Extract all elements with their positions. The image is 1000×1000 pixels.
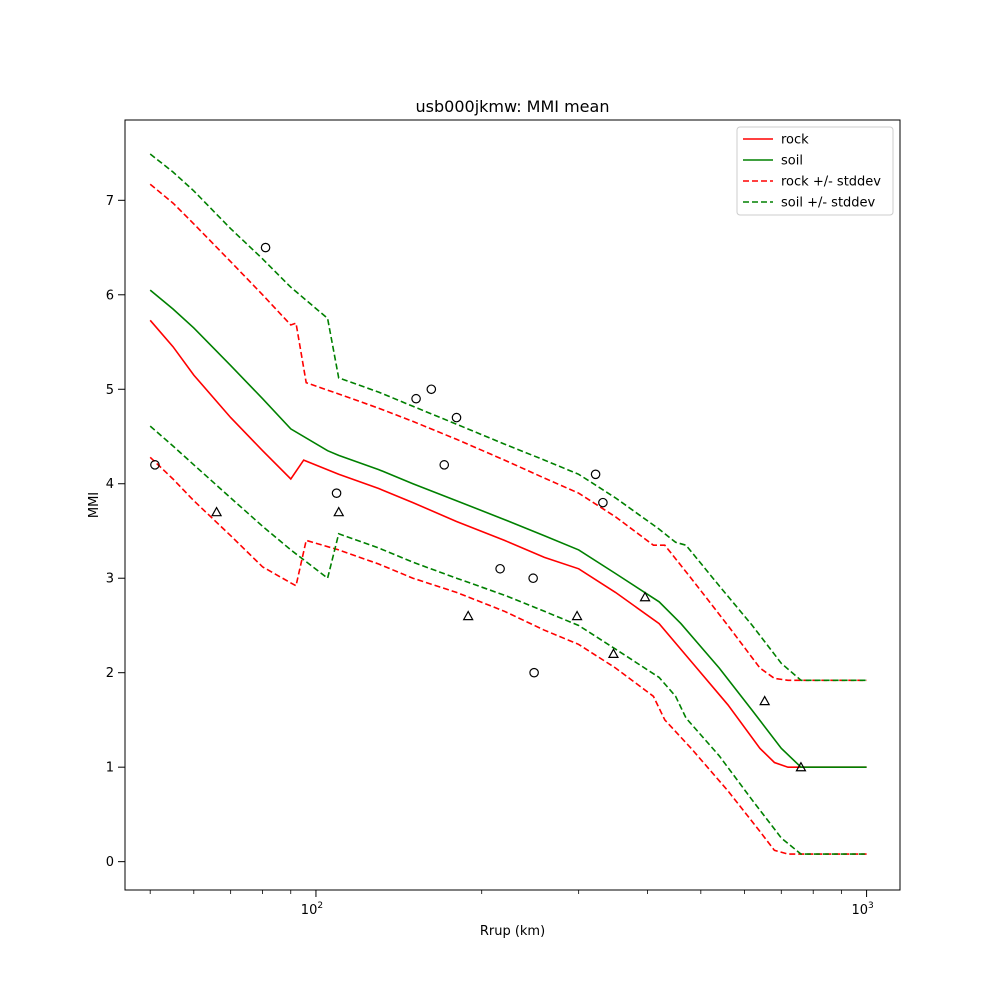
observation-triangle-7: [795, 761, 807, 772]
observation-triangle-1: [333, 506, 345, 517]
series-line-1: [149, 289, 867, 768]
legend-label-1: soil: [781, 154, 803, 169]
observation-circle-8: [528, 573, 538, 584]
x-axis-ticks: 102 103: [149, 890, 874, 918]
observation-circle-5: [451, 412, 462, 423]
y-tick-label-5: 5: [106, 383, 114, 398]
observation-circle-4: [426, 384, 437, 395]
observation-circle-3: [411, 393, 421, 404]
y-tick-label-1: 1: [106, 761, 114, 776]
chart-title: usb000jkmw: MMI mean: [416, 97, 610, 116]
y-axis-label: MMI: [87, 492, 102, 518]
series-line-3: [149, 456, 867, 855]
observation-circle-11: [598, 497, 608, 508]
plot-frame: [124, 119, 901, 891]
legend: rock soil rock +/- stddev soil +/- stddev: [736, 126, 894, 216]
y-tick-label-0: 0: [106, 855, 114, 870]
legend-box: [736, 126, 894, 216]
observation-circle-6: [439, 460, 450, 470]
y-tick-label-2: 2: [106, 666, 114, 681]
x-axis-label: Rrup (km): [480, 924, 545, 939]
series-layer: [149, 153, 867, 855]
observation-circle-9: [529, 667, 539, 678]
legend-label-3: soil +/- stddev: [781, 196, 876, 211]
observation-circle-7: [495, 563, 505, 574]
x-tick-label-0: 102: [301, 901, 323, 918]
observation-circle-10: [590, 469, 601, 480]
series-line-0: [149, 319, 867, 768]
observation-triangle-3: [571, 610, 583, 621]
observation-triangle-2: [462, 610, 474, 621]
y-tick-label-4: 4: [106, 477, 114, 492]
observation-triangle-6: [759, 695, 771, 706]
series-line-5: [149, 425, 867, 855]
observation-circle-2: [331, 488, 342, 498]
y-tick-label-7: 7: [106, 194, 114, 209]
y-tick-label-3: 3: [106, 572, 114, 587]
markers-layer: [150, 242, 807, 772]
series-line-4: [149, 153, 867, 682]
y-tick-label-6: 6: [106, 288, 114, 303]
plot-area: [149, 153, 867, 855]
legend-label-0: rock: [781, 133, 809, 148]
observation-circle-1: [260, 242, 271, 253]
observation-triangle-5: [639, 591, 651, 602]
series-line-2: [149, 183, 867, 682]
y-axis-ticks: 0 1 2 3 4 5 6 7: [106, 194, 125, 870]
observation-triangle-0: [211, 506, 223, 517]
observation-circle-0: [150, 460, 160, 470]
x-tick-label-1: 103: [851, 901, 873, 918]
legend-label-2: rock +/- stddev: [781, 175, 881, 190]
observation-triangle-4: [607, 648, 619, 659]
